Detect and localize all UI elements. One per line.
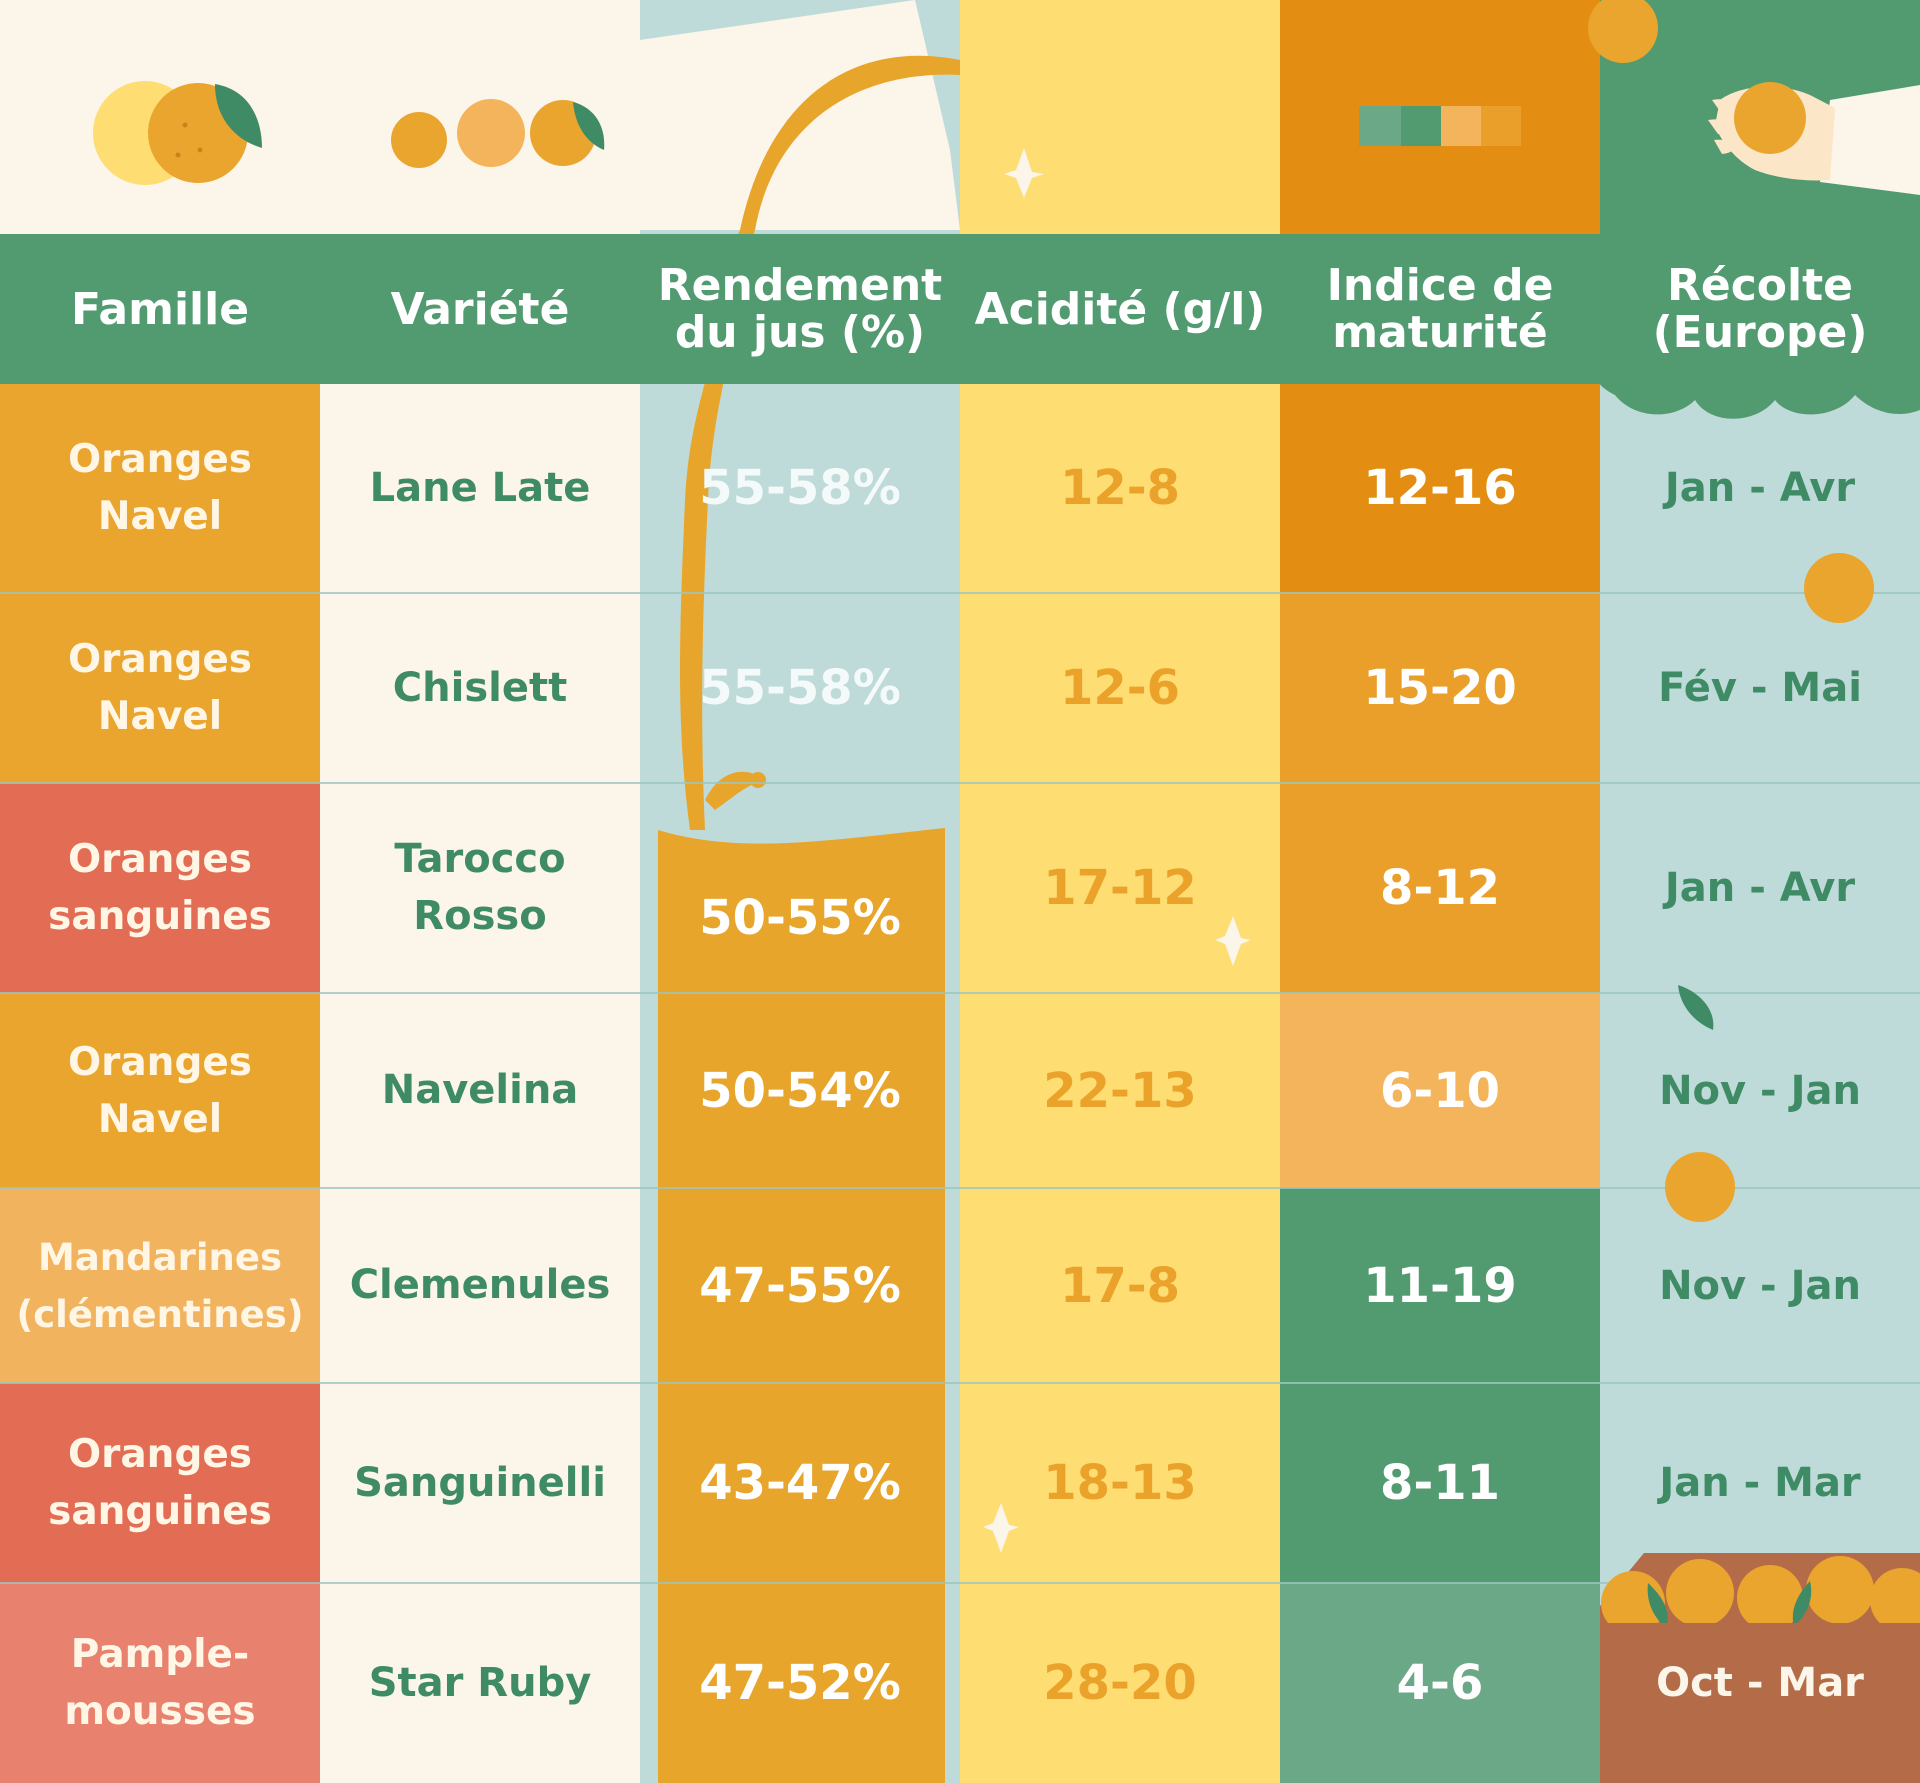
cell-acidity: 18-13 xyxy=(1043,1455,1197,1511)
cell-acidity: 12-6 xyxy=(1059,660,1181,716)
cell-maturity: 12-16 xyxy=(1363,460,1517,516)
harvest-header-cloud xyxy=(1600,234,1920,419)
cell-juice-yield: 50-54% xyxy=(699,1062,901,1119)
cell-maturity: 4-6 xyxy=(1396,1655,1484,1711)
cell-family: Mandarines (clémentines) xyxy=(16,1235,304,1336)
cell-harvest: Jan - Mar xyxy=(1659,1460,1861,1506)
header-juice-yield: Rendement du jus (%) xyxy=(657,260,943,358)
cell-harvest: Jan - Avr xyxy=(1664,465,1856,511)
hand-holding-orange-icon xyxy=(1708,82,1920,195)
cell-family: Oranges Navel xyxy=(67,1039,253,1142)
cell-variety: Tarocco Rosso xyxy=(394,836,566,939)
header-harvest: Récolte (Europe) xyxy=(1652,260,1868,358)
header-family: Famille xyxy=(70,283,250,335)
cell-harvest: Nov - Jan xyxy=(1659,1067,1861,1114)
cell-family: Pample- mousses xyxy=(64,1632,256,1734)
cell-maturity: 6-10 xyxy=(1379,1062,1501,1119)
cell-family: Oranges Navel xyxy=(67,637,253,739)
sparkle-icon xyxy=(983,148,1251,1553)
cell-juice-yield: 55-58% xyxy=(699,460,901,516)
lemon-orange-icon xyxy=(93,81,262,185)
header-acidity: Acidité (g/l) xyxy=(974,283,1266,335)
juice-fill xyxy=(658,828,945,1783)
cell-variety: Chislett xyxy=(392,664,568,711)
cell-variety: Star Ruby xyxy=(368,1659,592,1706)
cell-acidity: 12-8 xyxy=(1059,460,1181,516)
cell-harvest: Nov - Jan xyxy=(1659,1262,1861,1309)
cell-family: Oranges sanguines xyxy=(48,1432,272,1534)
orange-decoration xyxy=(1804,553,1874,623)
header-variety: Variété xyxy=(390,283,570,335)
cell-harvest: Fév - Mai xyxy=(1658,665,1862,711)
cell-harvest: Oct - Mar xyxy=(1656,1660,1864,1706)
cell-juice-yield: 43-47% xyxy=(699,1455,901,1511)
cell-acidity: 17-8 xyxy=(1059,1257,1181,1314)
color-scale-icon xyxy=(1359,106,1521,146)
cell-variety: Clemenules xyxy=(349,1262,611,1308)
cell-juice-yield: 47-52% xyxy=(699,1655,901,1711)
orange-crate-icon xyxy=(1600,1553,1920,1783)
cell-maturity: 15-20 xyxy=(1363,660,1517,716)
cell-maturity: 8-12 xyxy=(1379,860,1501,916)
cell-juice-yield: 47-55% xyxy=(699,1257,901,1314)
cell-acidity: 17-12 xyxy=(1043,860,1197,916)
cell-variety: Sanguinelli xyxy=(354,1459,606,1506)
cell-family: Oranges Navel xyxy=(67,437,253,539)
leaf-icon xyxy=(1678,985,1714,1030)
header-band xyxy=(0,234,1600,384)
cell-family: Oranges sanguines xyxy=(48,837,272,939)
cell-variety: Lane Late xyxy=(369,464,591,511)
cell-juice-yield: 50-55% xyxy=(699,890,901,946)
cell-juice-yield: 55-58% xyxy=(699,660,901,716)
orange-decoration xyxy=(1665,1152,1735,1222)
cell-acidity: 22-13 xyxy=(1043,1062,1197,1119)
cell-harvest: Jan - Avr xyxy=(1664,865,1856,911)
header-maturity: Indice de maturité xyxy=(1326,260,1554,358)
cell-acidity: 28-20 xyxy=(1043,1655,1197,1711)
cell-variety: Navelina xyxy=(381,1067,579,1113)
cell-maturity: 8-11 xyxy=(1379,1455,1501,1511)
cell-maturity: 11-19 xyxy=(1363,1257,1517,1314)
three-citrus-icon xyxy=(391,99,605,168)
